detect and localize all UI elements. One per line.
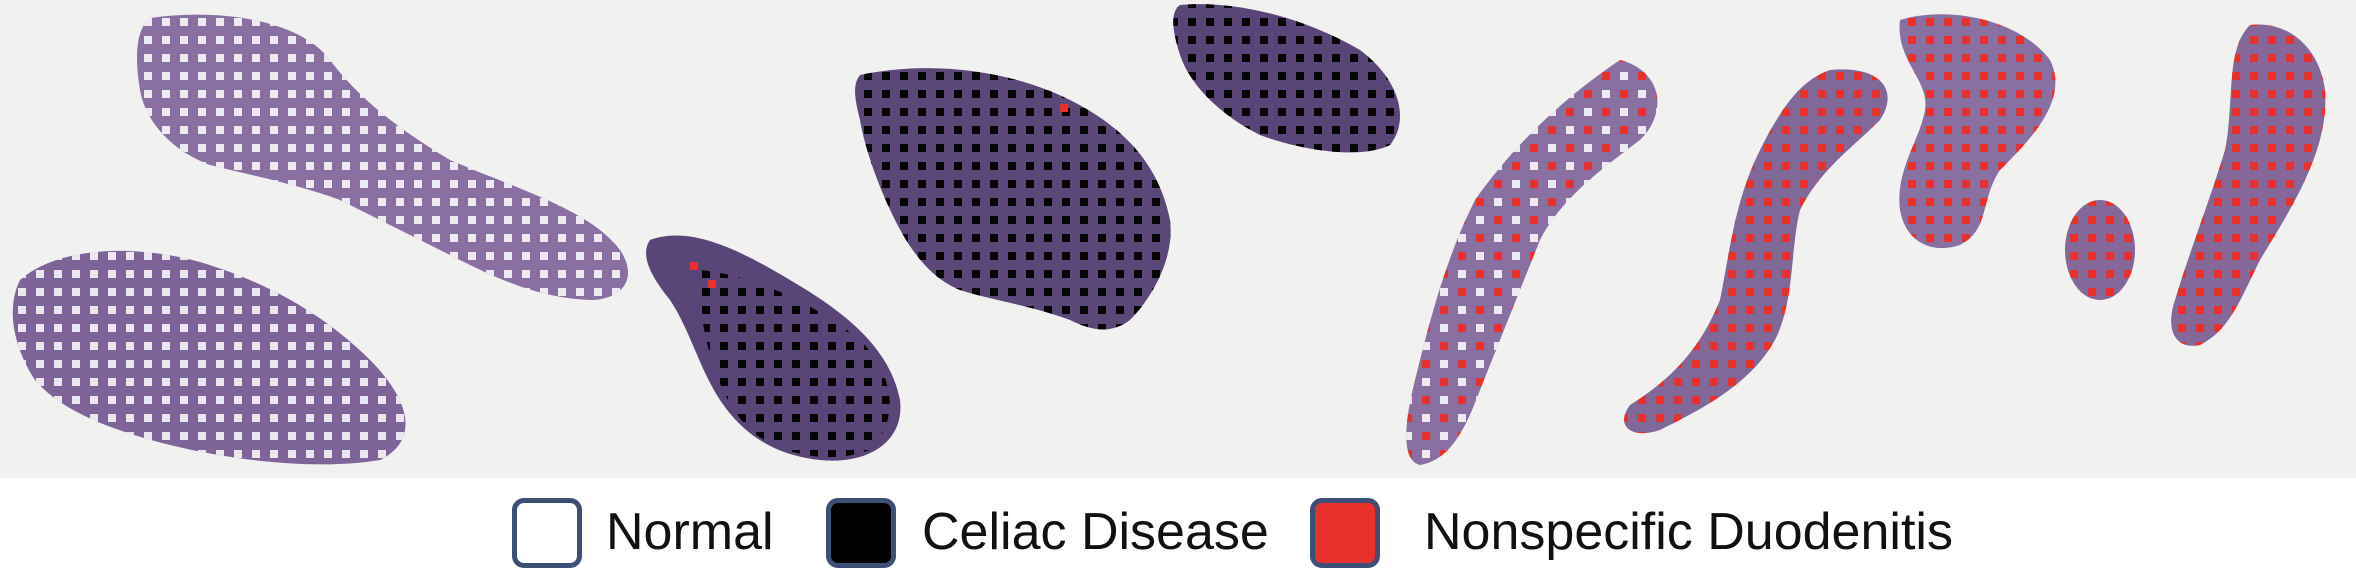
- legend-label-nonspecific-duodenitis: Nonspecific Duodenitis: [1424, 503, 1953, 561]
- legend-swatch-normal: [512, 498, 582, 568]
- legend-swatch-celiac-disease: [826, 498, 896, 568]
- tissue-section-celiac-2: [855, 68, 1171, 330]
- tissue-section-duodenitis-5: [2171, 24, 2326, 346]
- tissue-section-duodenitis-4: [2065, 200, 2135, 300]
- tissue-section-normal-2: [12, 250, 406, 465]
- slide-image: [0, 0, 2356, 478]
- tissue-section-duodenitis-3: [1899, 14, 2056, 249]
- tissue-section-celiac-3: [1173, 4, 1400, 153]
- legend-label-celiac-disease: Celiac Disease: [922, 503, 1269, 561]
- tissue-section-celiac-1: [646, 235, 901, 461]
- legend-label-normal: Normal: [606, 503, 774, 561]
- tissue-section-duodenitis-1: [1406, 60, 1658, 465]
- tissue-section-normal-1: [137, 14, 629, 300]
- tissue-section-duodenitis-2: [1624, 69, 1888, 434]
- legend: Normal Celiac Disease Nonspecific Duoden…: [0, 478, 2356, 584]
- legend-swatch-nonspecific-duodenitis: [1310, 498, 1380, 568]
